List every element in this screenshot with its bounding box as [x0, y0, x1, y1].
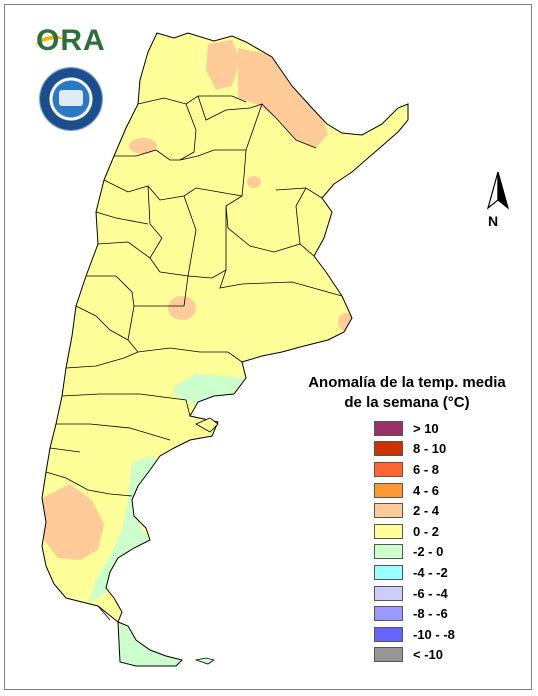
- legend-label: -10 - -8: [413, 626, 455, 642]
- anomaly-warm-santa-cruz: [42, 484, 104, 560]
- legend-label: 6 - 8: [413, 461, 440, 477]
- legend-label: -6 - -4: [413, 585, 448, 601]
- legend-row: 8 - 10: [374, 439, 455, 460]
- legend-row: -8 - -6: [374, 603, 455, 624]
- anomaly-warm-jujuy-salta: [206, 40, 240, 90]
- legend-title: Anomalía de la temp. media de la semana …: [292, 373, 522, 413]
- tierra-del-fuego: [117, 621, 183, 667]
- anomaly-warm-santa-fe: [247, 176, 261, 188]
- legend-swatch: [374, 544, 403, 560]
- seal-center: [59, 90, 83, 106]
- legend-swatch: [374, 420, 403, 436]
- legend-label: 0 - 2: [413, 523, 440, 539]
- legend-label: -8 - -6: [413, 606, 448, 622]
- legend-swatch: [374, 647, 403, 663]
- legend-row: -4 - -2: [374, 562, 455, 583]
- legend-swatch: [374, 626, 403, 642]
- peninsula-valdes: [195, 417, 219, 433]
- anomaly-warm-catamarca: [129, 138, 157, 154]
- legend-row: 2 - 4: [374, 500, 455, 521]
- legend-row: > 10: [374, 418, 455, 439]
- legend-row: < -10: [374, 645, 455, 666]
- north-arrow-icon: [486, 172, 510, 210]
- legend-label: 4 - 6: [413, 482, 440, 498]
- country-outline: [41, 32, 409, 623]
- province-borders: [45, 95, 343, 621]
- legend-swatch: [374, 461, 403, 477]
- legend-row: 6 - 8: [374, 459, 455, 480]
- legend-label: > 10: [413, 420, 439, 436]
- legend-row: 4 - 6: [374, 480, 455, 501]
- legend-label: 8 - 10: [413, 441, 447, 457]
- legend-swatch: [374, 503, 403, 519]
- legend-swatch: [374, 441, 403, 457]
- legend-label: < -10: [413, 647, 443, 663]
- isla-de-los-estados: [194, 657, 215, 665]
- legend-swatch: [374, 482, 403, 498]
- north-letter: N: [488, 213, 499, 229]
- legend-swatch: [374, 585, 403, 601]
- legend-title-line2: de la semana (°C): [344, 394, 470, 411]
- legend-label: -4 - -2: [413, 564, 448, 580]
- legend-row: 0 - 2: [374, 521, 455, 542]
- legend-swatch: [374, 523, 403, 539]
- anomaly-warm-northeast: [238, 48, 328, 148]
- smn-seal-logo: [40, 68, 102, 130]
- legend-title-line1: Anomalía de la temp. media: [308, 374, 506, 391]
- legend-label: 2 - 4: [413, 503, 440, 519]
- legend-swatch: [374, 564, 403, 580]
- legend-row: -2 - 0: [374, 542, 455, 563]
- anomaly-warm-la-pampa: [168, 296, 196, 320]
- legend-row: -6 - -4: [374, 583, 455, 604]
- ora-logo: ORA: [36, 24, 106, 57]
- legend-row: -10 - -8: [374, 624, 455, 645]
- legend: > 10 8 - 10 6 - 8 4 - 6 2 - 4 0 - 2 -2 - 0 -4 -…: [374, 418, 455, 665]
- legend-swatch: [374, 606, 403, 622]
- legend-label: -2 - 0: [413, 544, 444, 560]
